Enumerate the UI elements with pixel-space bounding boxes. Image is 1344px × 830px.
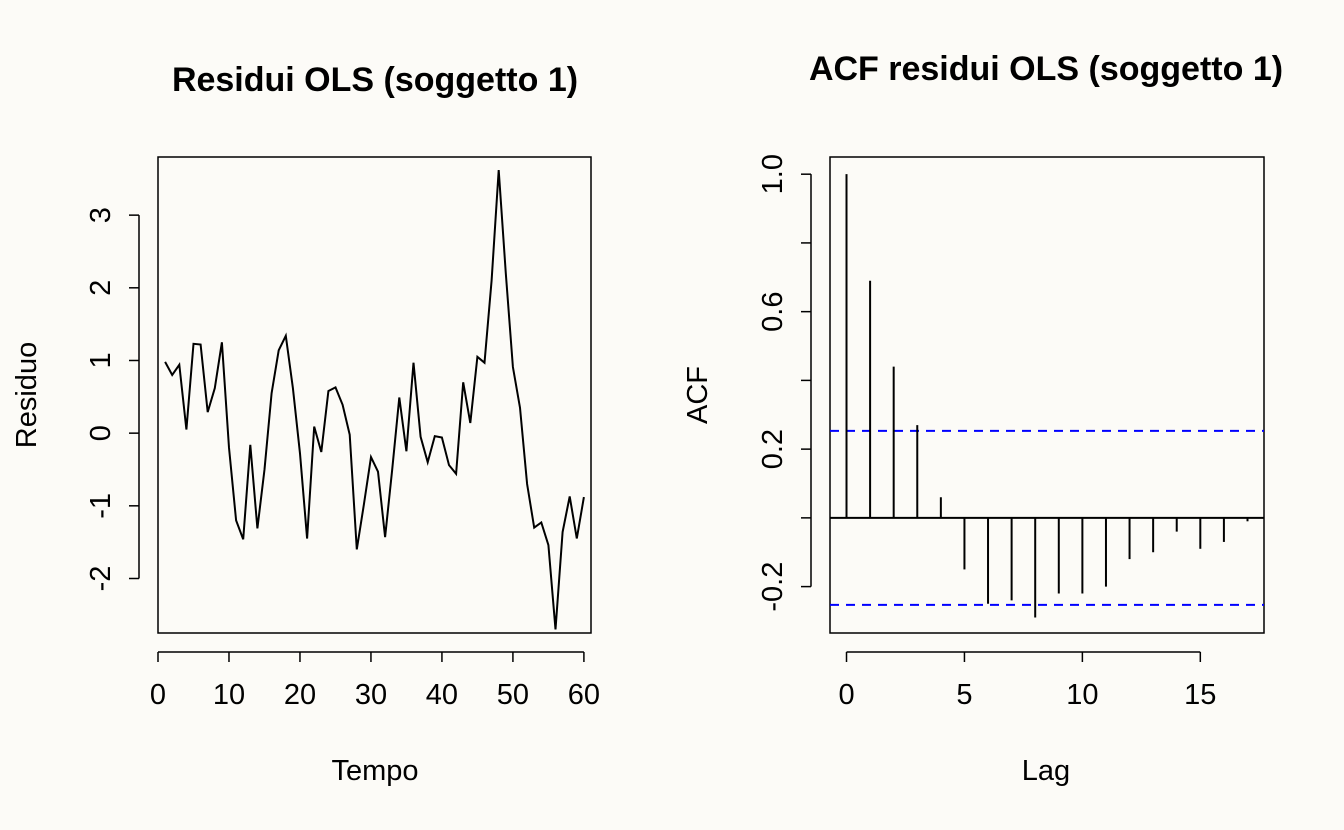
acf-y-tick-label: 0.6 xyxy=(757,291,789,331)
residuals-x-tick-label: 40 xyxy=(426,679,458,711)
acf-y-tick-label: 1.0 xyxy=(757,154,789,194)
residuals-y-tick-label: 0 xyxy=(85,425,117,441)
residuals-x-tick-label: 60 xyxy=(568,679,600,711)
acf-x-tick-label: 0 xyxy=(838,679,854,711)
acf-y-axis-label: ACF xyxy=(682,366,714,424)
residuals-x-tick-label: 20 xyxy=(284,679,316,711)
residuals-series-line xyxy=(164,170,585,630)
residuals-y-axis-label: Residuo xyxy=(11,342,43,448)
acf-x-axis-label: Lag xyxy=(1022,755,1070,787)
acf-y-axis: -0.2 0.2 0.6 1.0 xyxy=(757,154,812,612)
residuals-plot-frame xyxy=(157,156,592,634)
acf-x-axis: 0 5 10 15 xyxy=(838,651,1216,711)
residuals-x-tick-label: 0 xyxy=(150,679,166,711)
residuals-y-axis: -2 -1 0 1 2 3 xyxy=(85,207,140,592)
residuals-x-tick-label: 50 xyxy=(497,679,529,711)
residuals-y-tick-label: 1 xyxy=(85,352,117,368)
residuals-y-tick-label: -1 xyxy=(85,493,117,519)
acf-x-tick-label: 5 xyxy=(956,679,972,711)
acf-panel: ACF residui OLS (soggetto 1) 0 5 10 15 -0.2… xyxy=(682,50,1283,787)
acf-plot-frame xyxy=(829,156,1265,634)
residuals-x-tick-label: 10 xyxy=(213,679,245,711)
acf-bars xyxy=(845,174,1249,618)
residuals-x-axis-label: Tempo xyxy=(331,755,418,787)
residuals-panel: Residui OLS (soggetto 1) 0 10 20 30 40 50 60 -… xyxy=(11,61,600,787)
residuals-y-tick-label: 2 xyxy=(85,280,117,296)
acf-x-tick-label: 10 xyxy=(1066,679,1098,711)
residuals-x-axis: 0 10 20 30 40 50 60 xyxy=(150,651,600,711)
acf-y-tick-label: 0.2 xyxy=(757,429,789,469)
acf-y-tick-label: -0.2 xyxy=(757,562,789,612)
residuals-x-tick-label: 30 xyxy=(355,679,387,711)
acf-title: ACF residui OLS (soggetto 1) xyxy=(809,50,1283,88)
residuals-title: Residui OLS (soggetto 1) xyxy=(172,61,578,99)
acf-x-tick-label: 15 xyxy=(1184,679,1216,711)
residuals-y-tick-label: -2 xyxy=(85,566,117,592)
residuals-y-tick-label: 3 xyxy=(85,207,117,223)
